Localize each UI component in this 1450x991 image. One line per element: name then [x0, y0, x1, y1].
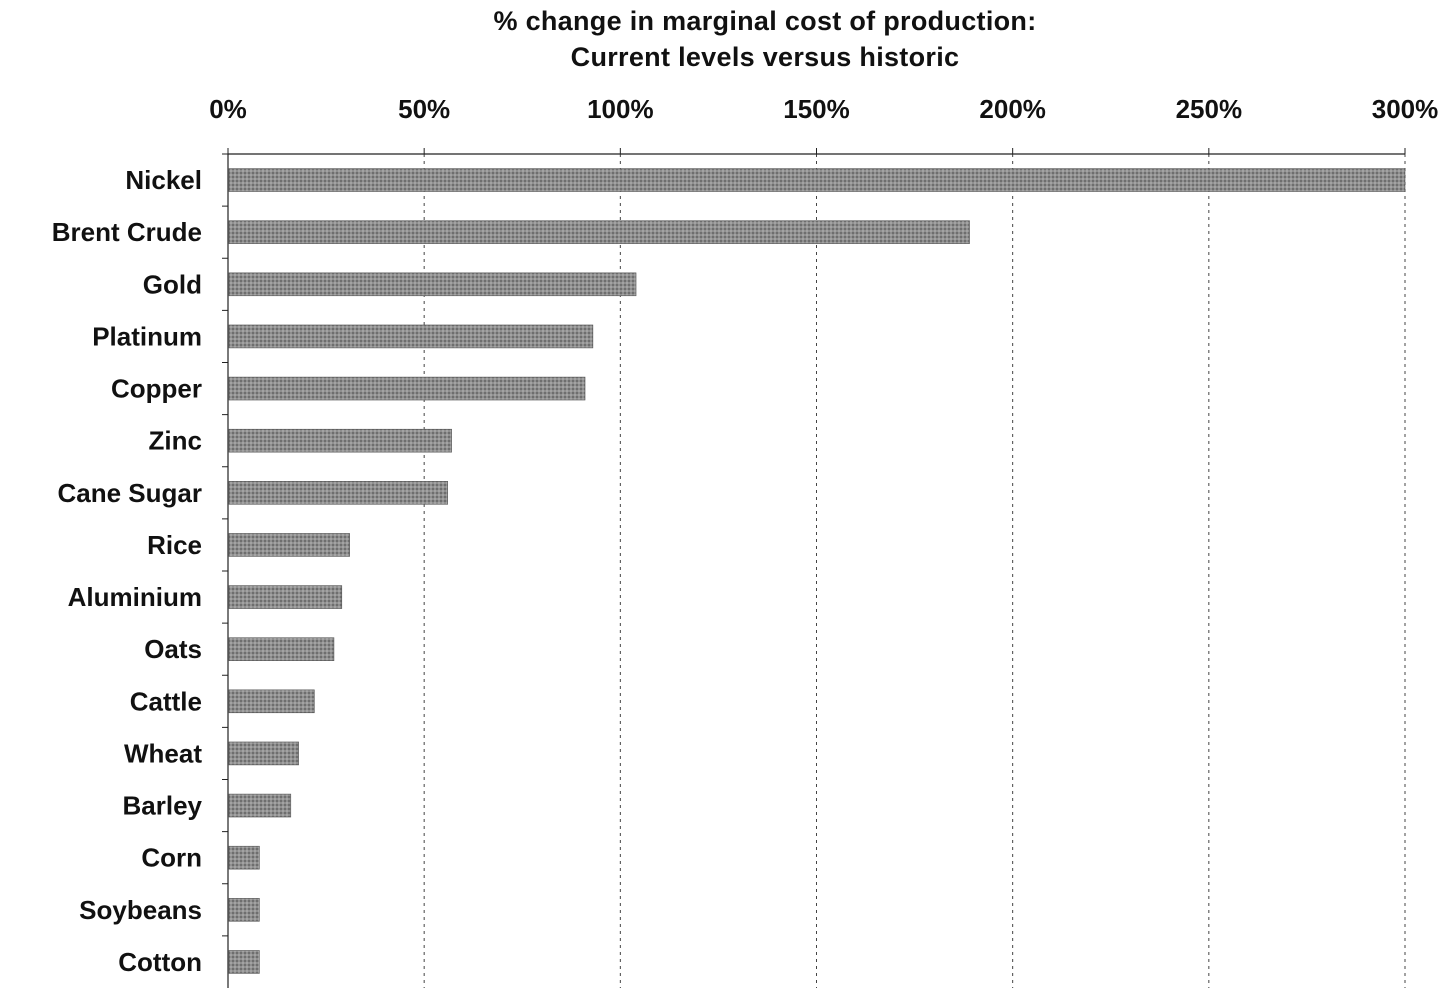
bar-soybeans — [228, 898, 260, 922]
x-tick-label: 50% — [398, 94, 450, 124]
category-label: Barley — [123, 791, 203, 821]
bar-cane-sugar — [228, 481, 449, 505]
axes — [222, 148, 1406, 988]
category-label: Cane Sugar — [58, 478, 203, 508]
bar-wheat — [228, 741, 299, 766]
bar-aluminium — [228, 585, 343, 609]
category-label: Platinum — [92, 321, 202, 351]
bar-cattle — [228, 689, 315, 714]
category-label: Zinc — [149, 426, 202, 456]
x-tick-label: 150% — [783, 94, 850, 124]
category-label: Wheat — [124, 738, 202, 768]
bar-corn — [228, 845, 260, 870]
bar-cotton — [228, 950, 260, 974]
category-label: Brent Crude — [52, 217, 202, 247]
category-label: Copper — [111, 374, 202, 404]
x-tick-label: 250% — [1176, 94, 1243, 124]
bar-nickel — [228, 168, 1406, 192]
bar-rice — [228, 533, 350, 557]
bar-gold — [228, 272, 637, 297]
category-label: Cattle — [130, 686, 202, 716]
grid-lines — [423, 154, 1406, 988]
x-tick-label: 100% — [587, 94, 654, 124]
category-label: Gold — [143, 269, 202, 299]
x-tick-label: 0% — [209, 94, 247, 124]
category-label: Aluminium — [68, 582, 202, 612]
x-tick-label: 200% — [979, 94, 1046, 124]
category-label: Oats — [144, 634, 202, 664]
bar-barley — [228, 793, 292, 818]
bars — [228, 168, 1406, 974]
bar-zinc — [228, 428, 452, 453]
labels: 0% 50% 100% 150% 200% 250% 300% Nickel Brent Cru… — [52, 94, 1439, 977]
category-label: Rice — [147, 530, 202, 560]
bar-copper — [228, 376, 586, 401]
bar-oats — [228, 637, 335, 661]
category-label: Nickel — [125, 165, 202, 195]
category-label: Corn — [141, 843, 202, 873]
bar-platinum — [228, 324, 594, 349]
bar-brent-crude — [228, 220, 970, 244]
x-tick-label: 300% — [1372, 94, 1439, 124]
category-label: Cotton — [118, 947, 202, 977]
category-label: Soybeans — [79, 895, 202, 925]
chart-title: % change in marginal cost of production: — [493, 6, 1037, 36]
chart-subtitle: Current levels versus historic — [570, 42, 960, 72]
